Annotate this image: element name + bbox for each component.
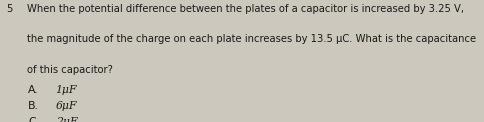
- Text: 5: 5: [6, 4, 12, 14]
- Text: A.: A.: [28, 85, 39, 95]
- Text: B.: B.: [28, 101, 39, 111]
- Text: 1μF: 1μF: [56, 85, 77, 95]
- Text: of this capacitor?: of this capacitor?: [27, 65, 112, 75]
- Text: When the potential difference between the plates of a capacitor is increased by : When the potential difference between th…: [27, 4, 464, 14]
- Text: 2μF: 2μF: [56, 117, 77, 122]
- Text: 6μF: 6μF: [56, 101, 77, 111]
- Text: the magnitude of the charge on each plate increases by 13.5 μC. What is the capa: the magnitude of the charge on each plat…: [27, 34, 476, 44]
- Text: C.: C.: [28, 117, 39, 122]
